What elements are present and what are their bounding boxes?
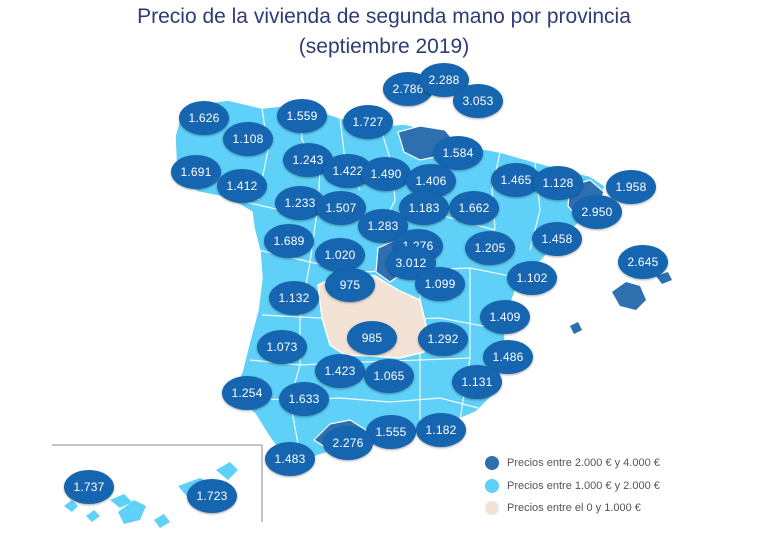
price-badge: 1.555 bbox=[366, 415, 416, 449]
price-badge: 1.633 bbox=[279, 382, 329, 416]
price-badge: 1.737 bbox=[64, 470, 114, 504]
price-badge: 1.233 bbox=[275, 186, 325, 220]
ibiza-island bbox=[570, 322, 582, 334]
price-badge: 985 bbox=[347, 321, 397, 355]
price-badge: 1.626 bbox=[179, 101, 229, 135]
legend: Precios entre 2.000 € y 4.000 € Precios … bbox=[485, 452, 660, 520]
price-badge: 1.412 bbox=[217, 169, 267, 203]
price-badge: 1.507 bbox=[316, 191, 366, 225]
price-badge: 1.102 bbox=[507, 261, 557, 295]
legend-item-low: Precios entre el 0 y 1.000 € bbox=[485, 497, 660, 520]
price-badge: 1.243 bbox=[283, 143, 333, 177]
price-badge: 1.662 bbox=[449, 191, 499, 225]
title-line-2: (septiembre 2019) bbox=[298, 35, 470, 58]
price-badge: 1.409 bbox=[480, 300, 530, 334]
price-badge: 2.950 bbox=[572, 195, 622, 229]
price-badge: 2.276 bbox=[323, 426, 373, 460]
legend-swatch-low bbox=[485, 501, 499, 516]
menorca-island bbox=[656, 272, 672, 284]
price-badge: 1.183 bbox=[399, 191, 449, 225]
price-badge: 3.053 bbox=[453, 84, 503, 118]
price-badge: 1.292 bbox=[418, 322, 468, 356]
price-badge: 1.691 bbox=[171, 155, 221, 189]
legend-item-mid: Precios entre 1.000 € y 2.000 € bbox=[485, 475, 660, 498]
legend-swatch-mid bbox=[485, 478, 499, 493]
legend-item-high: Precios entre 2.000 € y 4.000 € bbox=[485, 452, 660, 475]
price-badge: 1.205 bbox=[465, 231, 515, 265]
price-badge: 1.423 bbox=[315, 354, 365, 388]
price-badge: 1.132 bbox=[269, 281, 319, 315]
legend-label-low: Precios entre el 0 y 1.000 € bbox=[507, 502, 641, 515]
price-badge: 1.958 bbox=[606, 170, 656, 204]
legend-swatch-high bbox=[485, 456, 499, 471]
price-badge: 1.689 bbox=[264, 224, 314, 258]
price-badge: 1.073 bbox=[257, 330, 307, 364]
legend-label-high: Precios entre 2.000 € y 4.000 € bbox=[507, 457, 660, 470]
price-badge: 1.584 bbox=[433, 136, 483, 170]
map-title: Precio de la vivienda de segunda mano po… bbox=[0, 2, 768, 62]
price-badge: 1.559 bbox=[277, 99, 327, 133]
price-badge: 1.283 bbox=[358, 209, 408, 243]
price-badge: 1.128 bbox=[533, 166, 583, 200]
price-badge: 1.131 bbox=[452, 365, 502, 399]
price-badge: 1.727 bbox=[343, 105, 393, 139]
legend-label-mid: Precios entre 1.000 € y 2.000 € bbox=[507, 479, 660, 492]
price-badge: 1.099 bbox=[415, 267, 465, 301]
price-badge: 2.645 bbox=[618, 245, 668, 279]
price-badge: 975 bbox=[325, 268, 375, 302]
price-badge: 1.465 bbox=[491, 163, 541, 197]
price-badge: 1.182 bbox=[416, 413, 466, 447]
title-line-1: Precio de la vivienda de segunda mano po… bbox=[137, 5, 631, 28]
price-badge: 1.458 bbox=[532, 222, 582, 256]
price-badge: 1.483 bbox=[265, 442, 315, 476]
price-badge: 1.020 bbox=[315, 238, 365, 272]
price-badge: 1.723 bbox=[187, 479, 237, 513]
price-badge: 3.012 bbox=[386, 246, 436, 280]
price-badge: 1.065 bbox=[364, 359, 414, 393]
price-badge: 1.254 bbox=[222, 376, 272, 410]
mallorca-island bbox=[612, 282, 646, 310]
price-badge: 1.490 bbox=[361, 157, 411, 191]
price-badge: 1.108 bbox=[223, 122, 273, 156]
